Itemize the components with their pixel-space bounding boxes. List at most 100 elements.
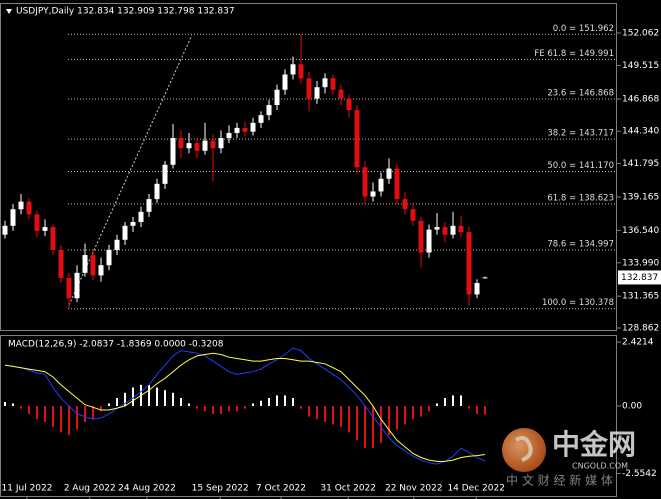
candle-body [386,168,392,179]
candle-body [418,220,424,253]
candle-body [298,64,304,79]
macd-histogram-bar [300,406,302,409]
candle-body [370,191,376,197]
candle-body [346,98,352,111]
candle-body [10,209,16,226]
fibo-level-label: 50.0 = 141.170 [547,161,614,171]
candle-body [410,209,416,221]
candle-body [106,249,112,266]
x-tick-label: 11 Jul 2022 [2,484,53,494]
candle-body [258,115,264,123]
x-tick-label: 24 Aug 2022 [118,484,176,494]
macd-histogram-bar [164,390,166,407]
macd-histogram-bar [188,403,190,407]
macd-histogram-bar [348,406,350,433]
candle-body [250,122,256,132]
macd-histogram-bar [476,406,478,414]
macd-histogram-bar [156,387,158,407]
candle-body [338,89,344,99]
macd-histogram-bar [52,406,54,428]
macd-histogram-bar [332,406,334,425]
macd-histogram-bar [308,406,310,417]
y-tick-label: 139.165 [622,192,659,202]
macd-histogram-bar [396,406,398,430]
candle-body [474,283,480,295]
macd-histogram-bar [324,406,326,422]
candle-body [226,132,232,139]
candle-body [330,78,336,90]
candle-body [274,89,280,105]
macd-histogram-bar [44,406,46,422]
candle-body [82,255,88,273]
current-price-label: 132.837 [621,273,658,283]
macd-histogram-bar [12,403,14,407]
candle-body [402,199,408,210]
macd-histogram-bar [28,406,30,414]
y-tick-label: 144.340 [622,127,659,137]
candle-body [266,104,272,116]
macd-histogram-bar [460,395,462,407]
macd-histogram-bar [172,392,174,407]
candle-body [34,214,40,231]
macd-histogram-bar [220,406,222,414]
candle-body [122,225,128,240]
y-tick-label: 146.868 [622,95,659,105]
macd-histogram-bar [484,406,486,415]
macd-histogram-bar [4,402,6,407]
macd-histogram-bar [36,406,38,420]
x-tick-label: 14 Dec 2022 [447,484,505,494]
macd-histogram-bar [196,406,198,409]
fibo-level-label: FE 61.8 = 149.991 [534,49,614,59]
candle-body [26,201,32,215]
macd-histogram-bar [236,406,238,412]
candle-body [202,140,208,151]
macd-line [4,352,486,462]
candle-body [434,227,440,230]
candle-body [282,74,288,90]
macd-histogram-bar [356,406,358,441]
candle-body [458,225,464,233]
macd-histogram-bar [444,398,446,407]
macd-histogram-bar [428,406,430,412]
candle-body [162,164,168,184]
candle-body [2,225,8,235]
candle-body [442,227,448,235]
fibo-trend-line [68,34,193,306]
candle-body [130,221,136,226]
x-tick-label: 22 Nov 2022 [385,484,443,494]
candle-body [362,167,368,197]
fibo-level-label: 23.6 = 146.868 [547,89,614,99]
y-tick-label: 128.862 [622,323,659,333]
macd-histogram-bar [60,406,62,433]
macd-histogram-bar [20,406,22,409]
candle-body [50,227,56,250]
macd-histogram-bar [412,406,414,420]
candle-body [90,255,96,276]
macd-histogram-bar [92,406,94,420]
macd-histogram-bar [108,403,110,407]
candle-body [218,138,224,149]
candle-body [194,143,200,151]
macd-histogram-bar [388,406,390,436]
macd-histogram-bar [284,395,286,407]
chart-title: USDJPY,Daily 132.834 132.909 132.798 132… [16,7,235,17]
candle-body [354,110,360,168]
watermark-brand: 中金网 [552,428,636,461]
watermark-logo [502,428,546,472]
macd-panel-frame [0,335,617,497]
candle-body [170,138,176,165]
candle-body [114,239,120,250]
candle-body [482,277,488,279]
candle-body [242,127,248,132]
fibo-level-label: 38.2 = 143.717 [547,129,614,139]
y-tick-label: 141.795 [622,159,659,169]
candle-body [98,265,104,276]
fibo-level-label: 0.0 = 151.962 [553,24,614,34]
macd-title: MACD(12,26,9) -2.0837 -1.8369 0.0000 -0.… [8,340,224,350]
candle-body [146,199,152,212]
x-tick-label: 7 Oct 2022 [256,484,306,494]
x-tick-label: 2 Aug 2022 [64,484,116,494]
macd-histogram-bar [340,406,342,428]
